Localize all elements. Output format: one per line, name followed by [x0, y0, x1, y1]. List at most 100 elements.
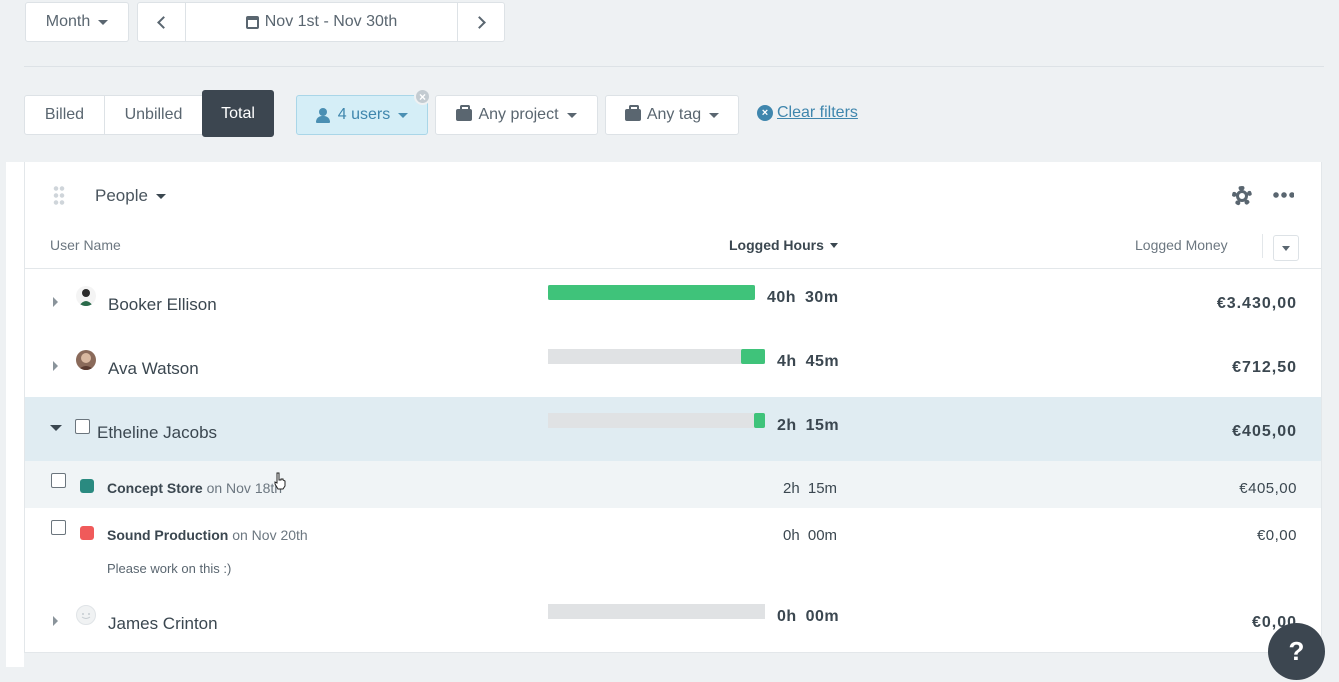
avatar: [76, 286, 96, 306]
chevron-down-icon: [155, 193, 166, 199]
entry-note: Please work on this :): [107, 561, 232, 576]
chevron-left-icon: [157, 15, 170, 29]
panel-backdrop: [6, 162, 24, 667]
entry-checkbox[interactable]: [51, 473, 66, 488]
group-by-label: People: [95, 186, 148, 205]
logged-hours: 4h 45m: [777, 353, 840, 370]
next-period-button[interactable]: [457, 2, 505, 42]
hours-bar: [548, 285, 755, 300]
logged-money: €712,50: [1232, 359, 1297, 376]
entry-project-name: Sound Production: [107, 527, 229, 543]
help-icon: ?: [1288, 636, 1305, 666]
logged-hours: 40h 30m: [767, 289, 839, 306]
user-name[interactable]: James Crinton: [108, 614, 218, 633]
more-options-icon[interactable]: [1272, 192, 1294, 198]
date-range-label: Nov 1st - Nov 30th: [264, 13, 398, 30]
entry-money: €405,00: [1239, 480, 1297, 497]
drag-handle-icon[interactable]: [53, 185, 65, 207]
hours-bar: [548, 604, 765, 619]
entry-checkbox[interactable]: [51, 520, 66, 535]
time-entry-row[interactable]: Concept Store on Nov 18th 2h 15m €405,00: [25, 461, 1321, 508]
table-row[interactable]: James Crinton 0h 00m €0,00: [25, 588, 1321, 652]
entry-project[interactable]: Sound Production on Nov 20th: [107, 527, 308, 543]
remove-users-filter-icon[interactable]: ×: [414, 88, 431, 105]
user-name[interactable]: Booker Ellison: [108, 295, 217, 314]
time-entry-row[interactable]: Sound Production on Nov 20th Please work…: [25, 508, 1321, 588]
chevron-down-icon: [1282, 245, 1290, 251]
table-row[interactable]: Booker Ellison 40h 30m €3.430,00: [25, 269, 1321, 333]
tag-filter[interactable]: Any tag: [605, 95, 739, 135]
logged-money: €405,00: [1232, 423, 1297, 440]
group-by-dropdown[interactable]: People: [95, 186, 166, 206]
user-name[interactable]: Etheline Jacobs: [97, 423, 218, 442]
date-range-picker[interactable]: Nov 1st - Nov 30th: [185, 2, 458, 42]
users-filter-label: 4 users: [337, 106, 391, 123]
people-report-panel: People User Name Logged Hours Logged Mon…: [24, 162, 1322, 653]
user-icon: [315, 107, 330, 123]
hours-bar-fill: [741, 349, 765, 364]
chevron-down-icon: [398, 112, 409, 118]
sort-desc-icon: [829, 242, 838, 248]
logged-money: €3.430,00: [1216, 295, 1297, 312]
hours-bar: [548, 413, 765, 428]
column-separator: [1262, 234, 1263, 258]
entry-date: on Nov 18th: [206, 480, 283, 496]
clear-filters-label: Clear filters: [777, 104, 858, 121]
entry-hours: 2h 15m: [783, 480, 838, 497]
entry-hours: 0h 00m: [783, 527, 838, 544]
hours-bar-fill: [548, 285, 755, 300]
help-button[interactable]: ?: [1268, 623, 1325, 680]
tab-unbilled-label: Unbilled: [124, 106, 183, 123]
chevron-down-icon: [709, 112, 720, 118]
chevron-down-icon: [98, 19, 109, 25]
tab-total[interactable]: Total: [202, 90, 274, 137]
column-logged-hours-label: Logged Hours: [729, 237, 824, 253]
table-row[interactable]: Ava Watson 4h 45m €712,50: [25, 333, 1321, 397]
logged-hours: 2h 15m: [777, 417, 840, 434]
chevron-down-icon: [566, 112, 577, 118]
column-user-name[interactable]: User Name: [50, 237, 121, 253]
period-label: Month: [45, 13, 91, 30]
period-dropdown[interactable]: Month: [25, 2, 129, 42]
hours-bar: [548, 349, 765, 364]
entry-money: €0,00: [1256, 527, 1297, 544]
briefcase-icon: [456, 105, 473, 121]
users-filter[interactable]: 4 users: [296, 95, 428, 135]
header-divider: [25, 268, 1321, 269]
collapse-icon[interactable]: [50, 425, 62, 431]
logged-hours: 0h 00m: [777, 608, 840, 625]
row-checkbox[interactable]: [75, 419, 90, 434]
expand-icon[interactable]: [53, 361, 58, 371]
avatar: [76, 350, 96, 370]
entry-project[interactable]: Concept Store on Nov 18th: [107, 480, 282, 496]
project-filter[interactable]: Any project: [435, 95, 598, 135]
chevron-right-icon: [472, 15, 486, 29]
tab-billed-label: Billed: [44, 106, 85, 123]
tab-total-label: Total: [221, 104, 255, 122]
clear-filters-link[interactable]: × Clear filters: [757, 104, 858, 122]
project-color-swatch: [80, 526, 94, 540]
gear-icon-center: [1236, 190, 1248, 202]
tab-billed[interactable]: Billed: [24, 95, 105, 135]
hours-bar-fill: [754, 413, 765, 428]
project-filter-label: Any project: [478, 106, 559, 123]
user-name[interactable]: Ava Watson: [108, 359, 199, 378]
avatar: [76, 605, 96, 625]
prev-period-button[interactable]: [137, 2, 186, 42]
briefcase-icon: [624, 105, 641, 121]
entry-date: on Nov 20th: [232, 527, 308, 543]
entry-project-name: Concept Store: [107, 480, 203, 496]
tab-unbilled[interactable]: Unbilled: [104, 95, 203, 135]
toolbar-divider: [24, 66, 1324, 67]
expand-icon[interactable]: [53, 616, 58, 626]
table-row[interactable]: Etheline Jacobs 2h 15m €405,00: [25, 397, 1321, 461]
tag-filter-label: Any tag: [646, 106, 702, 123]
clear-circle-icon: ×: [757, 105, 773, 121]
hand-cursor-icon: [274, 472, 286, 490]
calendar-icon: [245, 15, 259, 29]
project-color-swatch: [80, 479, 94, 493]
expand-icon[interactable]: [53, 297, 58, 307]
column-logged-money[interactable]: Logged Money: [1135, 237, 1228, 253]
column-options-button[interactable]: [1273, 235, 1299, 261]
column-logged-hours[interactable]: Logged Hours: [729, 237, 838, 253]
